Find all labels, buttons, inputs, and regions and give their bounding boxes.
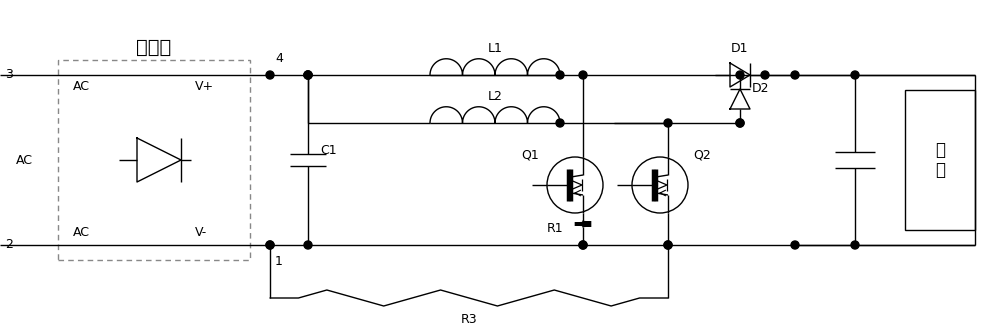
Circle shape [556,119,564,127]
Text: C1: C1 [320,144,337,157]
Text: 负
载: 负 载 [935,141,945,179]
Text: R1: R1 [546,222,563,235]
Text: 3: 3 [5,69,13,82]
Circle shape [266,241,274,249]
Circle shape [761,71,769,79]
Circle shape [791,71,799,79]
Circle shape [736,119,744,127]
Text: L2: L2 [488,90,502,103]
Circle shape [851,241,859,249]
Text: 2: 2 [5,238,13,251]
Text: Q2: Q2 [693,149,711,162]
Text: R3: R3 [461,313,477,326]
Circle shape [304,241,312,249]
Text: D2: D2 [752,83,770,96]
Circle shape [304,71,312,79]
Circle shape [791,241,799,249]
Text: Q1: Q1 [521,149,539,162]
Text: V+: V+ [195,81,214,94]
Text: AC: AC [73,81,90,94]
Text: AC: AC [16,154,33,166]
Circle shape [304,71,312,79]
Circle shape [664,241,672,249]
Circle shape [736,71,744,79]
Text: AC: AC [73,226,90,239]
Circle shape [304,71,312,79]
Text: V-: V- [195,226,207,239]
Circle shape [579,71,587,79]
Circle shape [556,71,564,79]
Circle shape [736,119,744,127]
Text: L1: L1 [488,42,502,55]
Circle shape [266,241,274,249]
Circle shape [266,71,274,79]
Circle shape [579,241,587,249]
Text: 整流桥: 整流桥 [136,38,172,57]
Text: 4: 4 [275,52,283,65]
Circle shape [664,119,672,127]
Circle shape [851,71,859,79]
Text: D1: D1 [731,42,749,55]
Text: 1: 1 [275,255,283,268]
Circle shape [579,241,587,249]
Circle shape [664,241,672,249]
